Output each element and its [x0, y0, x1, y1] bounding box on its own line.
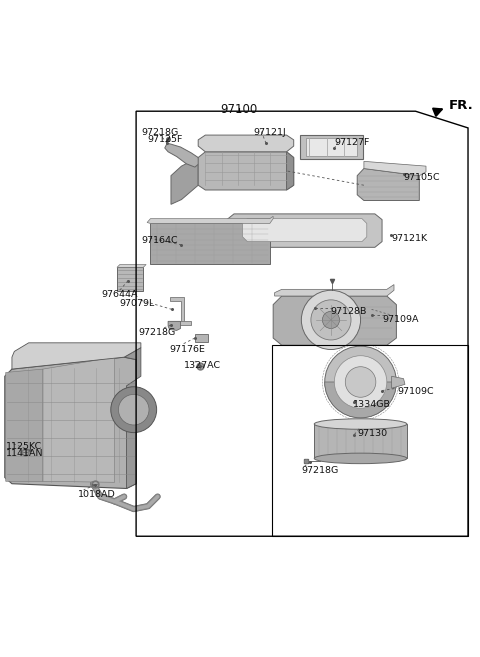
Circle shape — [301, 290, 360, 350]
Text: 97079L: 97079L — [119, 299, 154, 308]
Polygon shape — [392, 376, 405, 388]
Text: 97176E: 97176E — [169, 345, 205, 353]
Text: 1327AC: 1327AC — [184, 361, 221, 370]
Text: 1018AD: 1018AD — [78, 490, 116, 499]
Polygon shape — [5, 357, 136, 489]
Text: 1141AN: 1141AN — [6, 449, 43, 458]
Polygon shape — [287, 152, 294, 190]
Polygon shape — [43, 357, 115, 482]
Text: 97121J: 97121J — [253, 128, 286, 137]
Polygon shape — [124, 348, 141, 489]
Circle shape — [345, 367, 376, 397]
Ellipse shape — [314, 419, 407, 429]
Text: 1334GB: 1334GB — [353, 400, 391, 409]
Polygon shape — [117, 267, 143, 291]
Polygon shape — [227, 214, 382, 247]
Polygon shape — [6, 369, 43, 482]
Circle shape — [325, 346, 396, 418]
Circle shape — [119, 394, 149, 425]
Text: 97644A: 97644A — [101, 290, 138, 300]
Polygon shape — [357, 168, 420, 200]
Text: 97130: 97130 — [357, 429, 387, 438]
Polygon shape — [147, 216, 273, 223]
Polygon shape — [169, 321, 191, 325]
Polygon shape — [364, 162, 426, 175]
Wedge shape — [325, 382, 396, 418]
Polygon shape — [195, 334, 208, 342]
Polygon shape — [300, 135, 363, 159]
Text: 97109C: 97109C — [397, 387, 434, 396]
Text: 97109A: 97109A — [382, 315, 419, 324]
Circle shape — [323, 311, 339, 328]
Polygon shape — [306, 139, 357, 156]
Text: 97128B: 97128B — [330, 307, 367, 316]
Text: 97121K: 97121K — [392, 235, 428, 244]
Text: 97164C: 97164C — [141, 237, 178, 245]
Ellipse shape — [314, 453, 407, 464]
Polygon shape — [12, 343, 141, 369]
Text: 97127F: 97127F — [334, 139, 370, 147]
Polygon shape — [165, 143, 200, 167]
Polygon shape — [168, 321, 180, 330]
Text: 97125F: 97125F — [147, 135, 182, 144]
Polygon shape — [171, 158, 198, 204]
Polygon shape — [198, 152, 294, 190]
Polygon shape — [242, 219, 367, 242]
Text: FR.: FR. — [449, 99, 474, 112]
Circle shape — [111, 387, 156, 432]
Text: 1125KC: 1125KC — [6, 442, 42, 451]
Polygon shape — [314, 424, 407, 459]
Text: 97218G: 97218G — [141, 128, 178, 137]
Polygon shape — [117, 265, 146, 267]
Polygon shape — [169, 298, 184, 324]
Text: 97218G: 97218G — [302, 466, 339, 475]
Polygon shape — [273, 296, 396, 345]
Polygon shape — [150, 223, 270, 264]
Text: 97105C: 97105C — [404, 173, 440, 182]
Polygon shape — [275, 284, 394, 296]
Text: 97218G: 97218G — [138, 328, 175, 338]
Polygon shape — [198, 135, 294, 152]
Circle shape — [311, 300, 351, 340]
Text: 97100: 97100 — [220, 103, 257, 116]
Circle shape — [334, 355, 387, 408]
